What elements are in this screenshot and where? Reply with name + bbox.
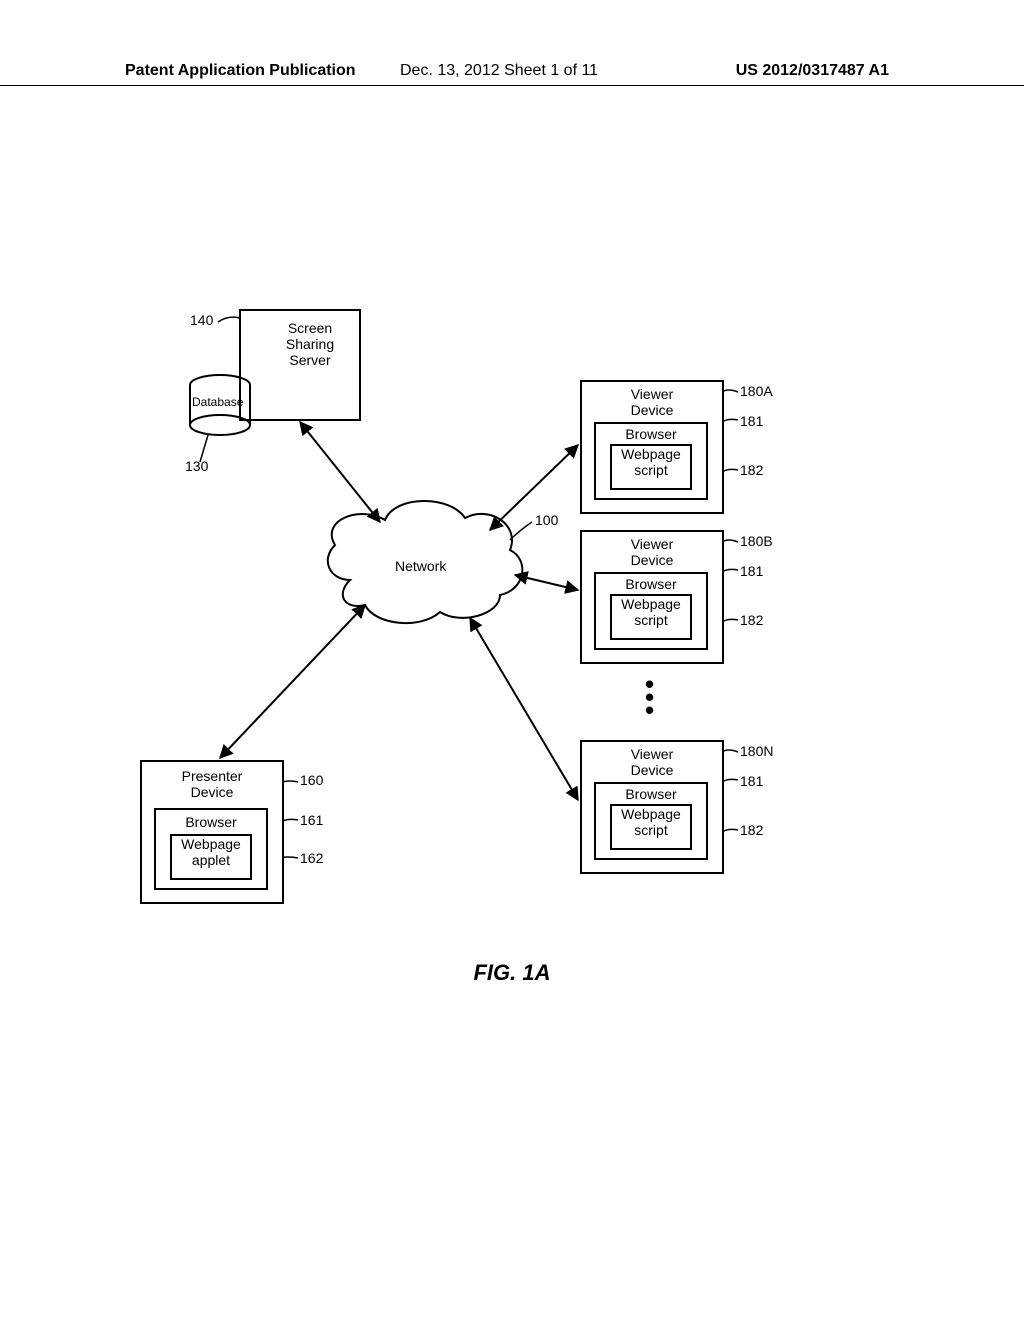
ellipsis-icon: ••• [645, 678, 656, 717]
viewer-a-webpage-box: Webpage script [610, 444, 692, 490]
viewer-b-ref-browser: 181 [740, 563, 763, 579]
network-ref: 100 [535, 512, 558, 528]
viewer-n-ref-browser: 181 [740, 773, 763, 789]
presenter-ref-device: 160 [300, 772, 323, 788]
database-label: Database [192, 395, 243, 409]
viewer-a-browser-label: Browser [596, 426, 706, 442]
server-box-label: Screen Sharing Server [265, 320, 355, 368]
presenter-ref-webpage: 162 [300, 850, 323, 866]
presenter-webpage-label: Webpage [181, 836, 241, 852]
viewer-box-a: Viewer Device Browser Webpage script [580, 380, 724, 514]
figure-caption: FIG. 1A [0, 960, 1024, 986]
viewer-b-line1: Viewer [631, 536, 674, 552]
viewer-a-browser-box: Browser Webpage script [594, 422, 708, 500]
viewer-box-n: Viewer Device Browser Webpage script [580, 740, 724, 874]
viewer-a-script-label: script [634, 462, 667, 478]
viewer-n-webpage-label: Webpage [621, 806, 681, 822]
server-line2: Sharing [286, 336, 334, 352]
viewer-n-ref-device: 180N [740, 743, 773, 759]
viewer-n-line1: Viewer [631, 746, 674, 762]
viewer-b-line2: Device [631, 552, 674, 568]
viewer-a-line2: Device [631, 402, 674, 418]
viewer-n-line2: Device [631, 762, 674, 778]
server-line1: Screen [288, 320, 332, 336]
presenter-line1: Presenter [182, 768, 243, 784]
server-ref: 140 [190, 312, 213, 328]
viewer-n-script-label: script [634, 822, 667, 838]
database-ref: 130 [185, 458, 208, 474]
network-label: Network [395, 558, 446, 574]
viewer-b-script-label: script [634, 612, 667, 628]
viewer-n-browser-label: Browser [596, 786, 706, 802]
viewer-b-ref-device: 180B [740, 533, 773, 549]
presenter-line2: Device [191, 784, 234, 800]
presenter-browser-label: Browser [156, 814, 266, 830]
viewer-b-webpage-box: Webpage script [610, 594, 692, 640]
viewer-a-webpage-label: Webpage [621, 446, 681, 462]
server-line3: Server [289, 352, 330, 368]
viewer-n-webpage-box: Webpage script [610, 804, 692, 850]
presenter-applet-label: applet [192, 852, 230, 868]
presenter-browser-box: Browser Webpage applet [154, 808, 268, 890]
viewer-b-ref-webpage: 182 [740, 612, 763, 628]
viewer-n-browser-box: Browser Webpage script [594, 782, 708, 860]
viewer-box-b: Viewer Device Browser Webpage script [580, 530, 724, 664]
viewer-a-ref-browser: 181 [740, 413, 763, 429]
patent-page: Patent Application Publication Dec. 13, … [0, 0, 1024, 1320]
viewer-a-ref-device: 180A [740, 383, 773, 399]
presenter-webpage-box: Webpage applet [170, 834, 252, 880]
presenter-ref-browser: 161 [300, 812, 323, 828]
viewer-b-browser-label: Browser [596, 576, 706, 592]
viewer-b-webpage-label: Webpage [621, 596, 681, 612]
viewer-b-browser-box: Browser Webpage script [594, 572, 708, 650]
figure-diagram [0, 0, 1024, 1320]
viewer-a-ref-webpage: 182 [740, 462, 763, 478]
viewer-n-ref-webpage: 182 [740, 822, 763, 838]
presenter-box: Presenter Device Browser Webpage applet [140, 760, 284, 904]
viewer-a-line1: Viewer [631, 386, 674, 402]
